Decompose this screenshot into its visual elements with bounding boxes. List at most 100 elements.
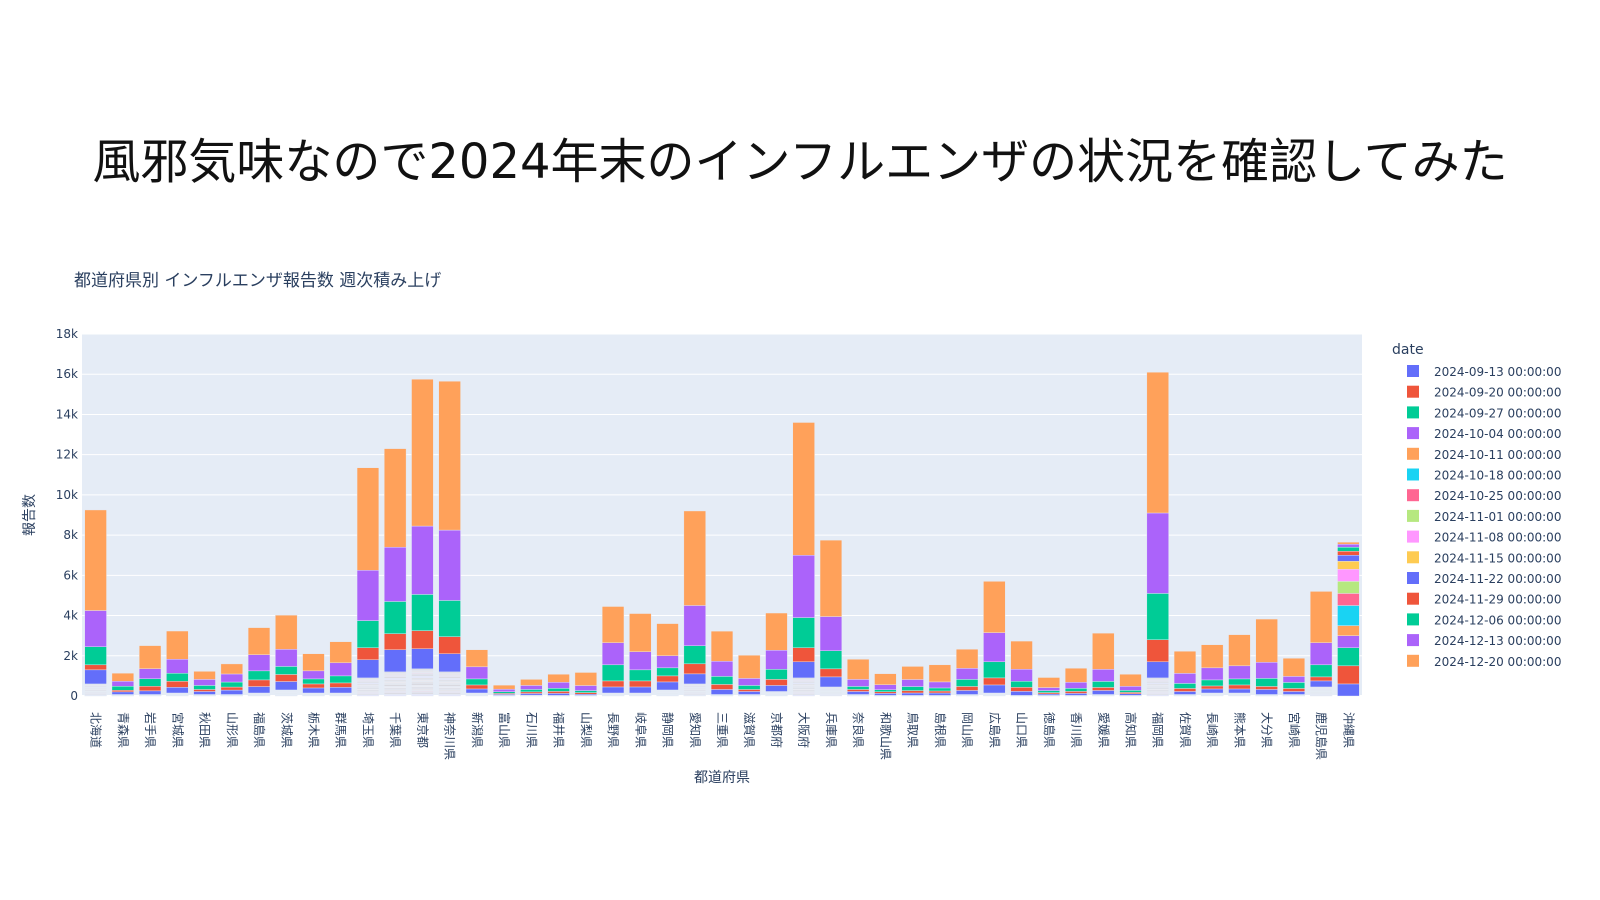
bar-segment[interactable] [384, 679, 407, 682]
bar-segment[interactable] [356, 570, 380, 621]
bar-segment[interactable] [520, 691, 543, 694]
bar-segment[interactable] [983, 677, 1006, 686]
bar-segment[interactable] [1064, 688, 1088, 692]
bar-segment[interactable] [601, 686, 625, 694]
bar-segment[interactable] [983, 684, 1006, 694]
bar-segment[interactable] [547, 693, 570, 696]
bar-segment[interactable] [928, 664, 951, 683]
bar-segment[interactable] [901, 679, 924, 687]
bar-segment[interactable] [1337, 555, 1360, 562]
bar-segment[interactable] [384, 686, 407, 689]
bar-segment[interactable] [520, 679, 543, 686]
bar-segment[interactable] [765, 679, 788, 686]
bar-segment[interactable] [438, 676, 461, 679]
bar-segment[interactable] [1173, 683, 1197, 689]
bar-segment[interactable] [1228, 665, 1251, 680]
bar-segment[interactable] [520, 685, 543, 690]
bar-segment[interactable] [1092, 669, 1115, 682]
bar-segment[interactable] [438, 678, 461, 681]
bar-segment[interactable] [819, 539, 843, 617]
bar-segment[interactable] [138, 645, 162, 669]
bar-segment[interactable] [901, 686, 924, 691]
bar-segment[interactable] [1337, 665, 1360, 685]
bar-segment[interactable] [1064, 682, 1088, 689]
bar-segment[interactable] [1146, 593, 1169, 640]
bar-segment[interactable] [193, 679, 216, 686]
bar-segment[interactable] [411, 690, 434, 693]
bar-segment[interactable] [874, 691, 897, 694]
bar-segment[interactable] [138, 668, 162, 680]
bar-segment[interactable] [384, 681, 407, 684]
bar-segment[interactable] [1337, 546, 1360, 552]
bar-segment[interactable] [220, 681, 243, 688]
legend-item-label[interactable]: 2024-11-29 00:00:00 [1434, 593, 1561, 607]
bar-segment[interactable] [438, 673, 461, 676]
legend-item-label[interactable]: 2024-11-22 00:00:00 [1434, 572, 1561, 586]
bar-segment[interactable] [302, 653, 325, 672]
legend-item-label[interactable]: 2024-11-01 00:00:00 [1434, 510, 1561, 524]
bar-segment[interactable] [384, 694, 407, 697]
bar-segment[interactable] [1092, 681, 1115, 688]
bar-segment[interactable] [928, 690, 951, 694]
bar-segment[interactable] [247, 679, 271, 687]
legend-item-label[interactable]: 2024-09-13 00:00:00 [1434, 365, 1561, 379]
bar-segment[interactable] [710, 661, 734, 677]
bar-segment[interactable] [384, 673, 407, 676]
bar-segment[interactable] [738, 678, 761, 686]
bar-segment[interactable] [438, 653, 461, 673]
bar-segment[interactable] [874, 693, 897, 696]
bar-segment[interactable] [847, 691, 870, 695]
bar-segment[interactable] [629, 669, 652, 682]
bar-segment[interactable] [493, 691, 516, 694]
bar-segment[interactable] [356, 659, 380, 679]
bar-segment[interactable] [356, 647, 380, 661]
bar-segment[interactable] [1228, 634, 1251, 667]
bar-segment[interactable] [193, 689, 216, 692]
bar-segment[interactable] [1201, 688, 1224, 694]
bar-segment[interactable] [329, 641, 352, 664]
bar-segment[interactable] [493, 684, 516, 690]
bar-segment[interactable] [656, 623, 679, 656]
bar-segment[interactable] [1010, 640, 1033, 670]
bar-segment[interactable] [1064, 693, 1088, 696]
bar-segment[interactable] [438, 690, 461, 693]
bar-segment[interactable] [1173, 673, 1197, 684]
bar-segment[interactable] [1337, 593, 1360, 606]
bar-segment[interactable] [1337, 605, 1360, 626]
bar-segment[interactable] [710, 630, 734, 662]
bar-segment[interactable] [819, 650, 843, 670]
bar-segment[interactable] [1092, 632, 1115, 670]
bar-segment[interactable] [683, 510, 706, 606]
bar-segment[interactable] [384, 682, 407, 685]
bar-segment[interactable] [329, 662, 352, 677]
bar-segment[interactable] [629, 686, 652, 694]
bar-segment[interactable] [84, 610, 107, 647]
bar-segment[interactable] [956, 649, 979, 669]
bar-segment[interactable] [465, 666, 488, 680]
bar-segment[interactable] [1337, 581, 1360, 594]
legend-swatch[interactable] [1407, 654, 1419, 667]
bar-segment[interactable] [629, 680, 652, 688]
bar-segment[interactable] [1255, 662, 1278, 679]
legend-item-label[interactable]: 2024-11-08 00:00:00 [1434, 531, 1561, 545]
bar-segment[interactable] [1255, 678, 1278, 687]
bar-segment[interactable] [220, 689, 243, 695]
bar-segment[interactable] [819, 616, 843, 651]
bar-segment[interactable] [710, 676, 734, 685]
bar-segment[interactable] [547, 682, 570, 689]
bar-segment[interactable] [819, 668, 843, 678]
bar-segment[interactable] [1119, 692, 1142, 694]
bar-segment[interactable] [1337, 561, 1360, 570]
bar-segment[interactable] [465, 649, 488, 668]
bar-segment[interactable] [438, 600, 461, 637]
bar-segment[interactable] [438, 674, 461, 677]
bar-segment[interactable] [1337, 551, 1360, 556]
bar-segment[interactable] [411, 379, 434, 527]
bar-segment[interactable] [275, 674, 298, 682]
bar-segment[interactable] [1310, 591, 1333, 643]
bar-segment[interactable] [738, 685, 761, 690]
bar-segment[interactable] [1310, 664, 1333, 678]
bar-segment[interactable] [847, 689, 870, 692]
legend-swatch[interactable] [1407, 489, 1419, 502]
bar-segment[interactable] [683, 663, 706, 675]
